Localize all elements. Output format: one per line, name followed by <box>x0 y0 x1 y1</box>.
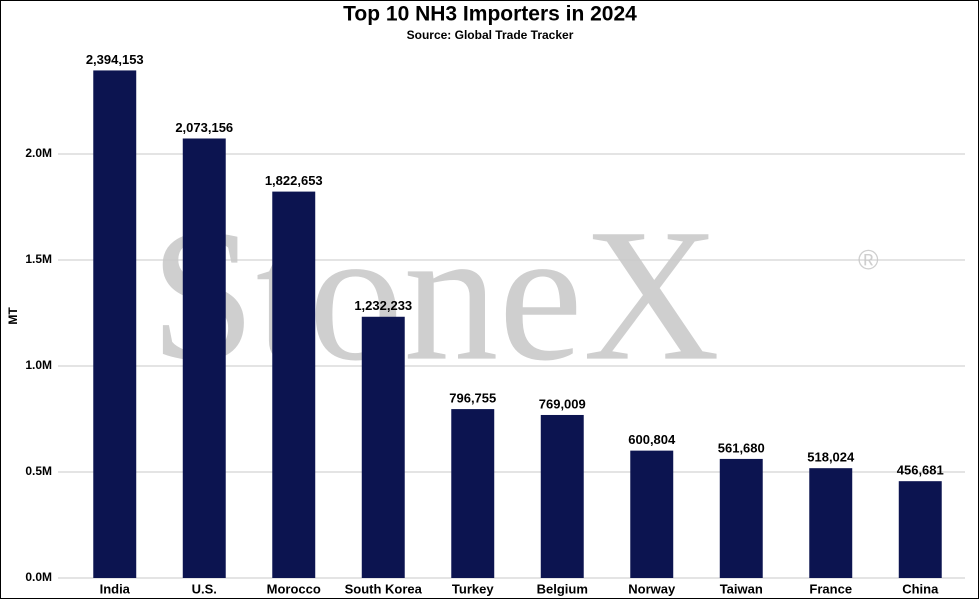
chart-subtitle: Source: Global Trade Tracker <box>407 28 574 42</box>
x-tick-label: Norway <box>628 581 676 596</box>
y-tick-label: 1.0M <box>25 358 52 372</box>
x-tick-label: South Korea <box>345 581 423 596</box>
y-tick-label: 2.0M <box>25 146 52 160</box>
y-tick-label: 0.5M <box>25 464 52 478</box>
value-label: 1,822,653 <box>265 173 323 188</box>
bar <box>361 316 405 578</box>
bar <box>630 450 674 578</box>
bar <box>182 138 226 579</box>
watermark: StoneX <box>150 191 720 401</box>
value-label: 769,009 <box>539 396 586 411</box>
x-tick-label: Morocco <box>267 581 321 596</box>
chart-title: Top 10 NH3 Importers in 2024 <box>343 3 637 26</box>
bar <box>272 191 316 578</box>
bar <box>451 409 495 578</box>
value-label: 600,804 <box>628 432 676 447</box>
x-tick-label: India <box>100 581 131 596</box>
y-tick-label: 0.0M <box>25 570 52 584</box>
value-label: 2,394,153 <box>86 52 144 67</box>
bar <box>809 468 853 578</box>
value-label: 796,755 <box>449 391 496 406</box>
x-tick-label: China <box>902 581 939 596</box>
x-tick-label: Taiwan <box>720 581 763 596</box>
y-axis-label: MT <box>6 307 20 325</box>
value-label: 2,073,156 <box>175 120 233 135</box>
value-label: 1,232,233 <box>354 298 412 313</box>
x-tick-label: U.S. <box>192 581 217 596</box>
value-label: 456,681 <box>897 463 944 478</box>
bar <box>898 481 942 578</box>
x-tick-label: Belgium <box>537 581 588 596</box>
value-label: 518,024 <box>807 450 855 465</box>
x-tick-label: Turkey <box>452 581 494 596</box>
bar <box>719 458 763 578</box>
y-tick-label: 1.5M <box>25 252 52 266</box>
bar <box>540 414 584 578</box>
bar <box>93 70 137 578</box>
x-tick-label: France <box>809 581 852 596</box>
value-label: 561,680 <box>718 440 765 455</box>
